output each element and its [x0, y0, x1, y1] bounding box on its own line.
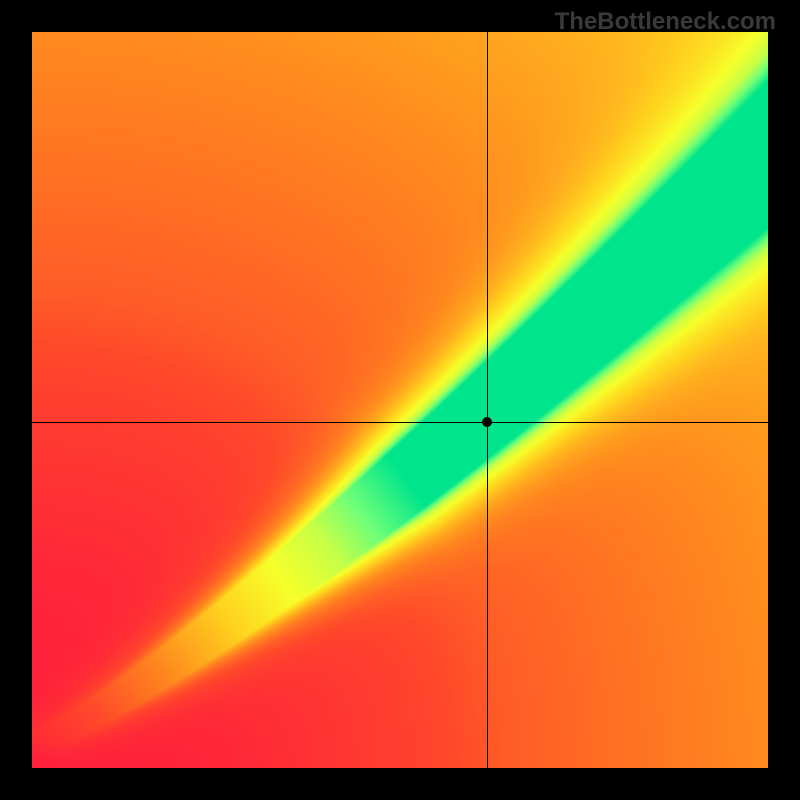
- crosshair-vertical: [487, 32, 488, 768]
- watermark-text: TheBottleneck.com: [555, 8, 776, 36]
- marker-dot: [482, 417, 492, 427]
- plot-area: [32, 32, 768, 768]
- crosshair-horizontal: [32, 422, 768, 423]
- heatmap-canvas: [32, 32, 768, 768]
